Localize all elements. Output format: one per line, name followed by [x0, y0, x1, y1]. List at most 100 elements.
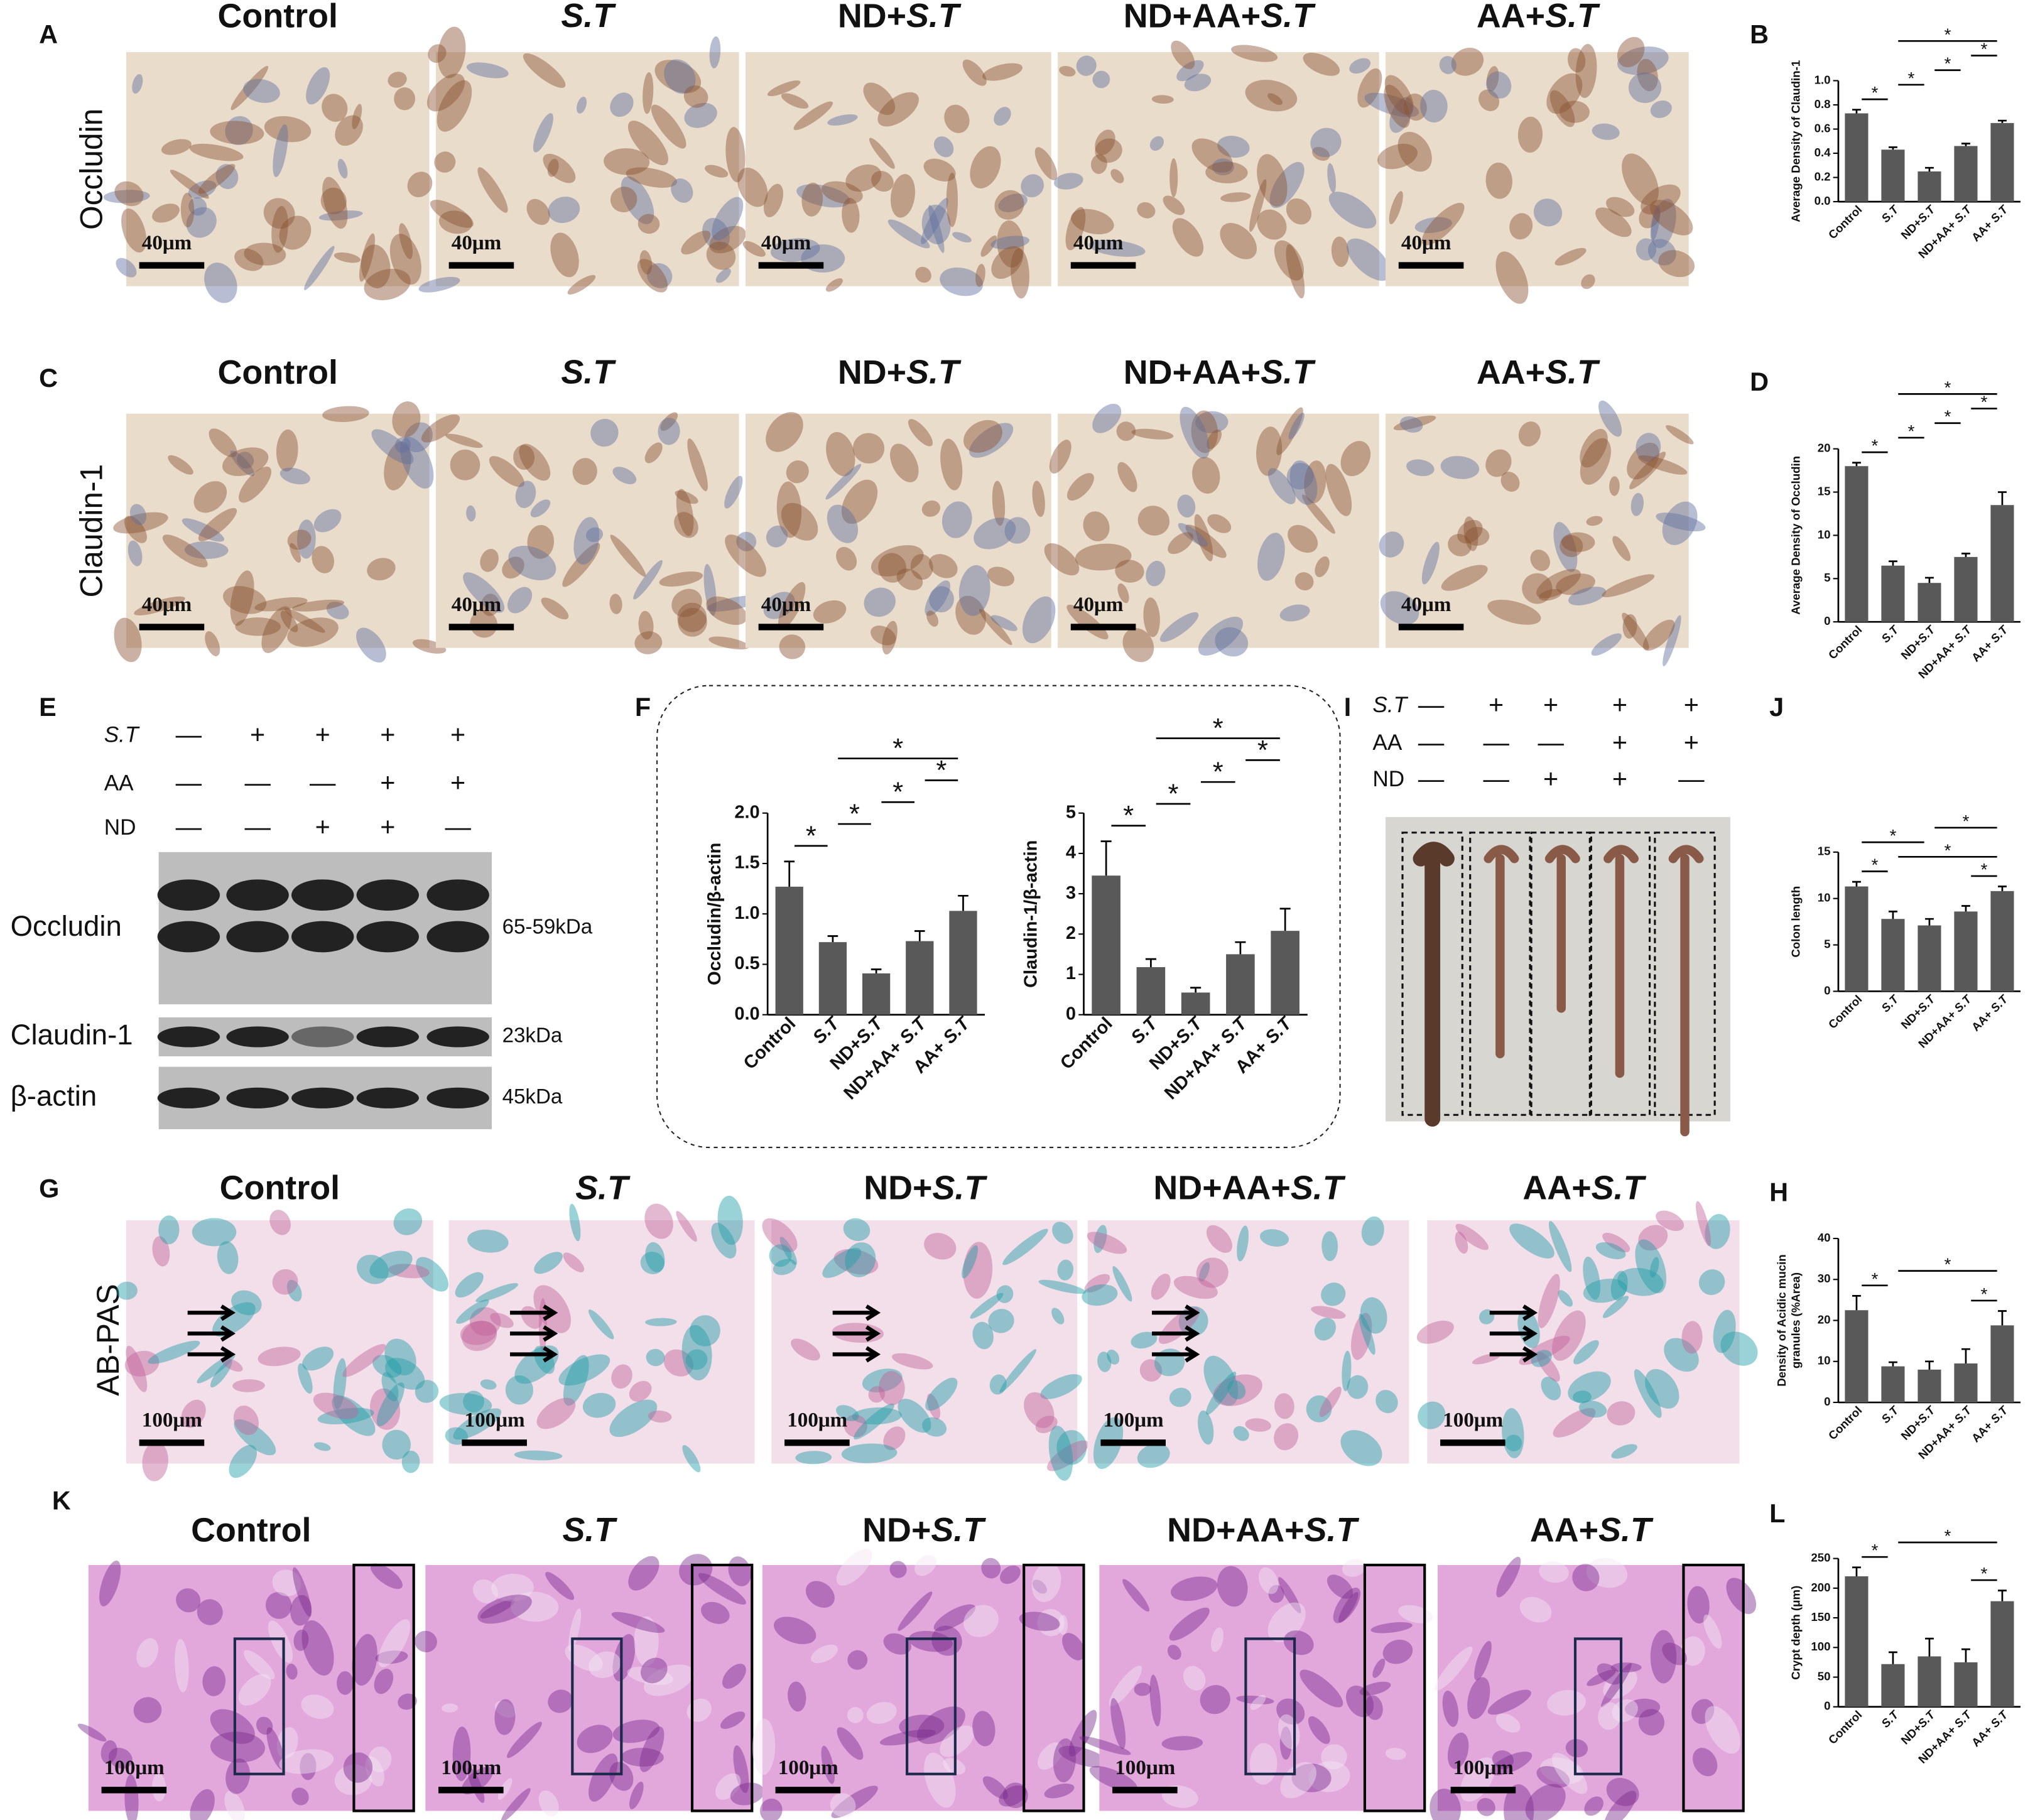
micrograph [88, 1564, 414, 1811]
tissue-texture [1315, 556, 1330, 577]
tissue-texture [1474, 1640, 1492, 1681]
bar [1881, 565, 1905, 622]
tissue-texture [1084, 1274, 1110, 1293]
micrograph [1058, 51, 1379, 286]
y-tick-label: 50 [1818, 1669, 1831, 1682]
column-title: AA+S.T [1522, 1169, 1646, 1207]
italic-run: S.T [1217, 1012, 1252, 1048]
treatment-sign: + [1612, 690, 1627, 719]
y-axis-label: Average Density of Claudin-1 [1789, 60, 1803, 222]
tissue-texture [244, 1650, 275, 1680]
italic-run: S.T [1261, 1012, 1296, 1048]
tissue-texture [793, 101, 833, 131]
tissue-texture [1448, 534, 1472, 556]
italic-run: S.T [575, 1169, 631, 1207]
tissue-texture [565, 1644, 603, 1672]
bar [1136, 967, 1166, 1015]
tissue-texture [428, 44, 447, 63]
tissue-texture [982, 1776, 1008, 1799]
tissue-texture [1552, 1310, 1586, 1361]
inset-outline [1023, 1563, 1085, 1812]
inset-outline [1363, 1563, 1426, 1812]
error-bar [1924, 1637, 1934, 1657]
tissue-texture [863, 82, 896, 116]
tissue-texture [376, 1382, 405, 1427]
tissue-texture [437, 26, 466, 79]
tissue-texture [462, 1321, 497, 1351]
tissue-texture [1038, 1279, 1087, 1294]
tissue-texture [439, 1393, 492, 1416]
blot-band [426, 1087, 489, 1108]
tissue-texture [891, 1353, 933, 1370]
tissue-texture [660, 412, 678, 431]
tissue-texture [116, 257, 137, 278]
error-bar [1235, 941, 1246, 955]
tissue-texture [291, 599, 345, 612]
bar [1990, 122, 2014, 202]
tissue-texture [1245, 80, 1298, 112]
tissue-texture [1180, 406, 1210, 459]
x-tick-label: S.T [1879, 202, 1901, 225]
blot-band [226, 879, 289, 911]
tissue-texture [1627, 442, 1659, 480]
tissue-texture [1340, 1430, 1382, 1466]
italic-run: S.T [1951, 992, 1974, 1014]
tissue-texture [720, 1711, 746, 1729]
tissue-texture [963, 420, 1002, 453]
tissue-texture [1583, 1279, 1627, 1303]
tissue-texture [148, 1340, 200, 1364]
tissue-texture [1294, 572, 1314, 591]
tissue-texture [374, 1669, 394, 1694]
tissue-texture [342, 1344, 386, 1377]
tissue-texture [1656, 512, 1706, 532]
tissue-texture [674, 512, 698, 538]
tissue-texture [1291, 1763, 1332, 1792]
tissue-texture [1416, 1320, 1454, 1344]
tissue-texture [1095, 129, 1115, 155]
tissue-texture [627, 121, 669, 166]
y-tick-label: 5 [1824, 938, 1830, 951]
tissue-texture [1442, 1690, 1459, 1727]
tissue-texture [1056, 1430, 1087, 1465]
y-tick-label: 0 [1066, 1004, 1076, 1024]
tissue-texture [441, 1703, 458, 1713]
y-tick-label: 30 [1818, 1272, 1831, 1285]
tissue-texture [1558, 1290, 1573, 1307]
tissue-texture [869, 138, 895, 169]
tissue-texture [1485, 162, 1512, 199]
tissue-texture [841, 1443, 898, 1463]
tissue-texture [239, 467, 272, 503]
tissue-texture [664, 59, 696, 94]
tissue-texture [1267, 93, 1283, 106]
tissue-texture [1629, 452, 1666, 490]
y-tick-label: 5 [1824, 571, 1830, 584]
treatment-sign: + [1489, 690, 1504, 719]
tissue-texture [356, 627, 386, 663]
x-tick-label: Control [1826, 992, 1865, 1031]
tissue-texture [914, 1554, 936, 1576]
tissue-texture [1463, 516, 1478, 551]
tissue-texture [343, 1752, 373, 1783]
panel-letter: L [1769, 1499, 1785, 1528]
scale-bar-label: 40μm [452, 593, 502, 616]
tissue-texture [1554, 247, 1587, 266]
micrograph [1386, 413, 1689, 648]
tissue-texture [567, 274, 596, 295]
tissue-texture [332, 1395, 376, 1436]
tissue-texture [1663, 615, 1681, 666]
tissue-texture [969, 423, 1014, 458]
tissue-texture [725, 534, 766, 577]
panel-letter: B [1750, 20, 1769, 49]
italic-run: S.T [104, 723, 140, 747]
tissue-texture [142, 1441, 168, 1481]
tissue-texture [645, 1318, 677, 1326]
tissue-texture [523, 53, 566, 88]
y-tick-label: 10 [1818, 528, 1831, 541]
tissue-texture [1556, 573, 1595, 595]
tissue-texture [1325, 463, 1352, 516]
italic-run: S.T [1598, 1511, 1654, 1549]
tissue-texture [1439, 56, 1457, 74]
tissue-texture [1213, 1374, 1262, 1406]
tissue-texture [1090, 154, 1107, 174]
tissue-texture [999, 1785, 1027, 1807]
